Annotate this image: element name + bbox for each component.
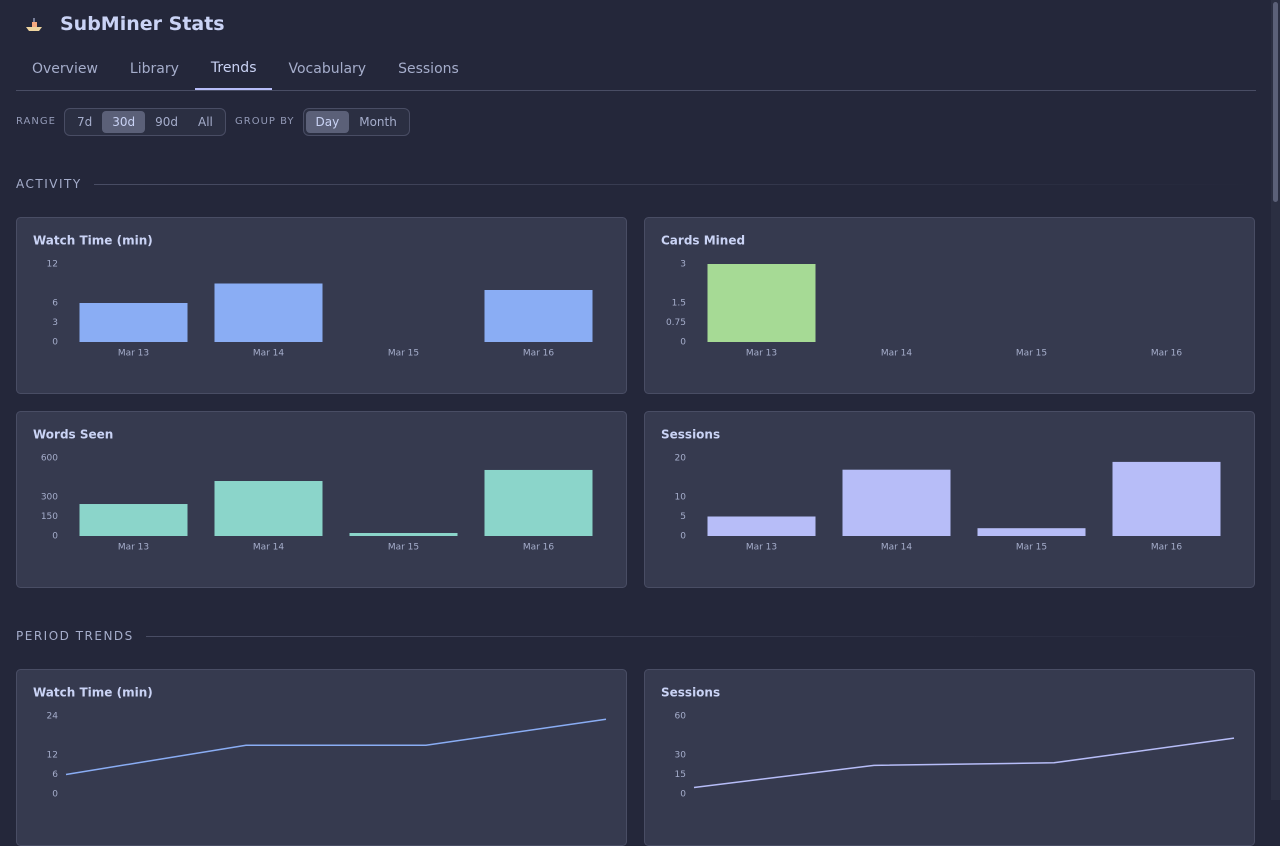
group-by-option-active[interactable]: Day (305, 110, 350, 133)
x-tick-label: Mar 15 (388, 349, 419, 359)
x-tick-label: Mar 16 (1151, 349, 1183, 359)
y-tick-label: 6 (52, 299, 58, 309)
bar (1112, 461, 1221, 536)
bar (842, 469, 951, 536)
x-tick-label: Mar 14 (881, 543, 913, 553)
tab-active[interactable]: Trends (194, 48, 273, 90)
y-tick-label: 20 (675, 454, 687, 464)
y-tick-label: 150 (41, 512, 58, 522)
y-tick-label: 300 (41, 493, 58, 503)
section-title: PERIOD TRENDS (16, 629, 134, 643)
section-heading: ACTIVITY (16, 177, 1256, 191)
y-tick-label: 0 (680, 338, 686, 348)
tab[interactable]: Sessions (398, 61, 459, 77)
x-tick-label: Mar 16 (1151, 543, 1183, 553)
y-tick-label: 5 (680, 512, 686, 522)
x-tick-label: Mar 13 (746, 543, 777, 553)
chart-card: Sessions 0 15 30 60 (644, 669, 1255, 846)
card-background (644, 217, 1255, 394)
y-tick-label: 0 (52, 338, 58, 348)
page: SubMiner Stats Overview Library Trends V… (16, 0, 1280, 846)
chart-card: Sessions 0 5 10 20 Mar 13 Mar 14 Mar 15 Mar 16 (644, 411, 1255, 588)
bar (214, 283, 323, 342)
bar (484, 469, 593, 536)
y-tick-label: 0 (52, 790, 58, 800)
card-background (644, 669, 1255, 846)
x-tick-label: Mar 15 (1016, 349, 1047, 359)
bar (349, 533, 458, 536)
line (65, 718, 607, 776)
bar (707, 264, 816, 342)
chart-title: Sessions (661, 686, 720, 700)
chart-card: Watch Time (min) 0 3 6 12 Mar 13 Mar 14 Mar 15 M… (16, 217, 627, 394)
y-tick-label: 0 (680, 790, 686, 800)
y-tick-label: 3 (52, 318, 58, 328)
y-tick-label: 10 (675, 493, 687, 503)
y-tick-label: 600 (41, 454, 58, 464)
y-tick-label: 60 (675, 712, 687, 722)
chart-card: Watch Time (min) 0 6 12 24 (16, 669, 627, 846)
y-tick-label: 30 (675, 751, 687, 761)
scrollbar-thumb[interactable] (1273, 2, 1278, 202)
range-option[interactable]: 90d (155, 114, 178, 129)
app-title: SubMiner Stats (60, 13, 225, 35)
bar (79, 504, 188, 536)
range-option-active[interactable]: 30d (102, 110, 146, 133)
chart-title: Words Seen (33, 428, 113, 442)
x-tick-label: Mar 16 (523, 543, 555, 553)
y-tick-label: 15 (675, 770, 686, 780)
x-tick-label: Mar 13 (118, 543, 149, 553)
group-by-group: Day Month (302, 107, 410, 136)
y-tick-label: 24 (47, 712, 59, 722)
bar (214, 481, 323, 536)
y-tick-label: 12 (47, 751, 58, 761)
chart-title: Watch Time (min) (33, 234, 153, 248)
bar (707, 516, 816, 536)
chart-card: Words Seen 0 150 300 600 Mar 13 Mar 14 Mar 15 Ma… (16, 411, 627, 588)
line (693, 737, 1235, 789)
x-tick-label: Mar 14 (253, 349, 285, 359)
y-tick-label: 0 (52, 532, 58, 542)
y-tick-label: 6 (52, 770, 58, 780)
range-option[interactable]: 7d (76, 114, 93, 129)
logo-icon (26, 18, 42, 31)
chart-title: Sessions (661, 428, 720, 442)
range-option[interactable]: All (197, 114, 213, 129)
bar (79, 303, 188, 342)
group-by-label: GROUP BY (235, 116, 295, 127)
chart-title: Cards Mined (661, 234, 745, 248)
section-heading: PERIOD TRENDS (16, 629, 1256, 643)
range-control: RANGE 7d 30d 90d All (16, 107, 226, 136)
section-title: ACTIVITY (16, 177, 82, 191)
chart-card: Cards Mined 0 0.75 1.5 3 Mar 13 Mar 14 Mar 15 Ma… (644, 217, 1255, 394)
y-tick-label: 0.75 (666, 318, 686, 328)
tab[interactable]: Library (129, 61, 179, 77)
range-group: 7d 30d 90d All (63, 107, 226, 136)
x-tick-label: Mar 16 (523, 349, 555, 359)
range-label: RANGE (16, 116, 56, 127)
bar (977, 528, 1086, 536)
x-tick-label: Mar 14 (253, 543, 285, 553)
x-tick-label: Mar 13 (118, 349, 149, 359)
tab[interactable]: Vocabulary (288, 61, 367, 77)
tab[interactable]: Overview (32, 61, 98, 77)
group-by-option[interactable]: Month (359, 114, 397, 129)
chart-title: Watch Time (min) (33, 686, 153, 700)
y-tick-label: 3 (680, 260, 686, 270)
y-tick-label: 12 (47, 260, 58, 270)
x-tick-label: Mar 15 (1016, 543, 1047, 553)
bar (484, 290, 593, 342)
x-tick-label: Mar 14 (881, 349, 913, 359)
x-tick-label: Mar 15 (388, 543, 419, 553)
group-by-control: GROUP BY Day Month (235, 107, 410, 136)
y-tick-label: 1.5 (672, 299, 686, 309)
x-tick-label: Mar 13 (746, 349, 777, 359)
scrollbar[interactable] (1271, 0, 1280, 800)
tab-bar: Overview Library Trends Vocabulary Sessi… (16, 48, 1256, 91)
y-tick-label: 0 (680, 532, 686, 542)
